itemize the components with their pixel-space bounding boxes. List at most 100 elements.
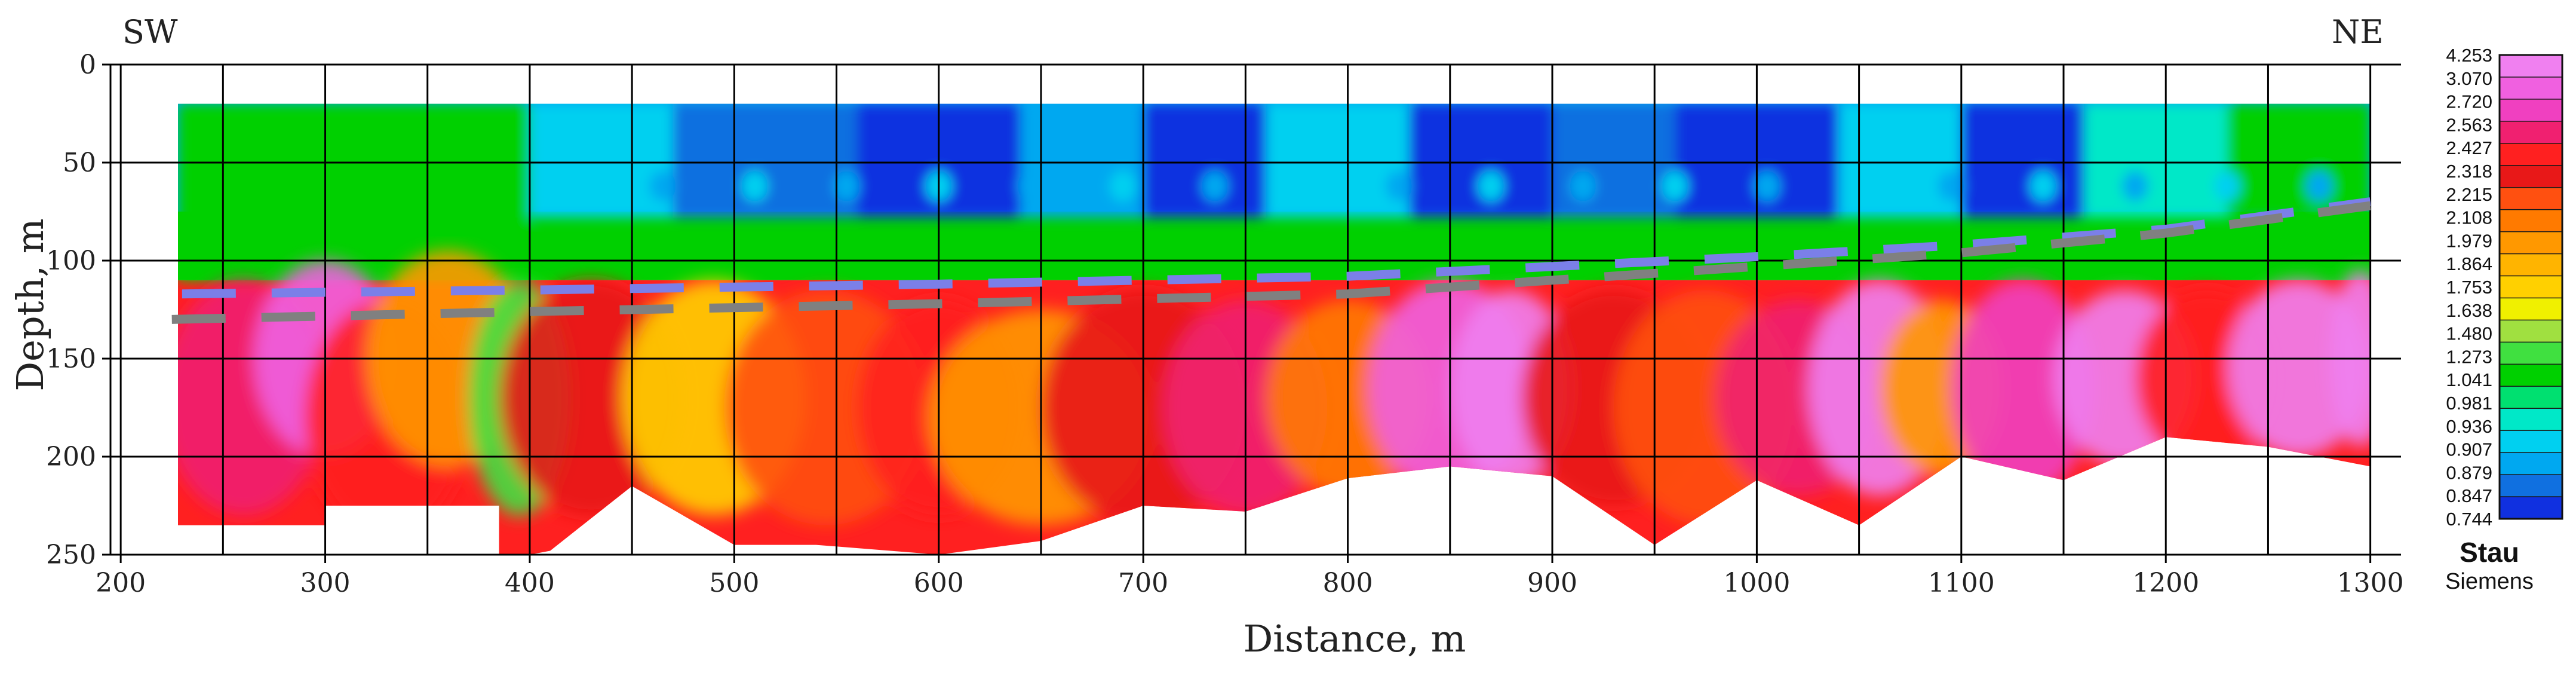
x-tick-label: 500 [709, 568, 759, 598]
colorbar-label: 0.744 [2446, 509, 2492, 530]
colorbar-swatch [2499, 77, 2563, 100]
colorbar-swatch [2499, 341, 2563, 365]
ne-annotation: NE [2332, 13, 2384, 51]
patch [557, 170, 584, 202]
patch [529, 103, 673, 218]
patch [1961, 103, 2084, 218]
colorbar-outline [2498, 54, 2563, 520]
x-tick-label: 300 [300, 568, 351, 598]
colorbar-swatch [2499, 430, 2563, 454]
patch [177, 103, 530, 280]
colorbar-swatch [2499, 408, 2563, 432]
colorbar-label: 1.273 [2446, 346, 2492, 367]
patch [1386, 170, 1413, 202]
heatmap-section [177, 103, 2371, 555]
colorbar-label: 2.720 [2446, 91, 2492, 112]
patch [2084, 103, 2227, 218]
colorbar-swatch [2499, 165, 2563, 188]
colorbar-swatch [2499, 253, 2563, 277]
colorbar-title: Stau [2460, 537, 2519, 568]
x-tick-label: 400 [505, 568, 555, 598]
colorbar-label: 3.070 [2446, 68, 2492, 89]
x-tick-label: 900 [1527, 568, 1577, 598]
colorbar-swatch [2499, 297, 2563, 321]
colorbar-unit: Siemens [2445, 569, 2534, 594]
x-tick-label: 1100 [1928, 568, 1995, 598]
colorbar-label: 2.563 [2446, 114, 2492, 135]
patch [2227, 103, 2371, 218]
y-tick-label: 0 [79, 50, 96, 80]
heatmap-variation [177, 103, 2371, 536]
patch [2121, 170, 2148, 202]
patch [1266, 103, 1410, 218]
patch [2030, 170, 2056, 202]
patch [1294, 170, 1321, 202]
colorbar-swatch [2499, 143, 2563, 167]
patch [2213, 170, 2240, 202]
colorbar-label: 1.864 [2446, 253, 2492, 274]
patch [833, 170, 860, 202]
y-axis-ticks: 0 50 100 150 200 250 [46, 50, 110, 570]
patch [1938, 170, 1964, 202]
boundary-line-lower [171, 201, 2371, 324]
colorbar-swatch [2499, 209, 2563, 233]
axes-frame [109, 64, 2401, 556]
colorbar-swatch [2499, 54, 2563, 78]
colorbar-label: 0.879 [2446, 462, 2492, 483]
patch [1570, 170, 1596, 202]
colorbar-label: 2.427 [2446, 137, 2492, 158]
x-tick-label: 700 [1118, 568, 1168, 598]
colorbar-swatch [2499, 121, 2563, 145]
colorbar-swatch [2499, 275, 2563, 299]
patch [1109, 170, 1136, 202]
patch [649, 170, 676, 202]
patch [1552, 103, 1675, 218]
y-tick-label: 50 [63, 148, 96, 178]
x-tick-label: 1000 [1723, 568, 1790, 598]
y-tick-label: 150 [46, 344, 96, 374]
patch [1951, 280, 2095, 496]
x-axis-title: Distance, m [1244, 617, 1466, 660]
y-tick-label: 200 [46, 442, 96, 472]
colorbar-label: 0.847 [2446, 485, 2492, 506]
colorbar-swatch [2499, 186, 2563, 210]
x-tick-label: 800 [1323, 568, 1373, 598]
colorbar-label: 0.936 [2446, 416, 2492, 437]
patch [1754, 170, 1780, 202]
x-tick-label: 1300 [2337, 568, 2404, 598]
boundary-line-upper [182, 197, 2371, 299]
patch [1202, 170, 1229, 202]
patch [1662, 170, 1688, 202]
colorbar-label: 2.318 [2446, 161, 2492, 182]
colorbar-label: 0.907 [2446, 439, 2492, 460]
patch [1143, 103, 1266, 218]
y-tick-label: 250 [46, 540, 96, 570]
x-tick-label: 200 [96, 568, 146, 598]
x-tick-label: 1200 [2132, 568, 2199, 598]
colorbar-swatch [2499, 99, 2563, 123]
patch [1409, 103, 1552, 218]
colorbar-swatch [2499, 231, 2563, 255]
x-tick-label: 600 [914, 568, 964, 598]
patch [1017, 170, 1044, 202]
boundary-lines [171, 197, 2371, 324]
x-axis-ticks: 200 300 400 500 600 700 800 900 1000 1100 1200 1300 [96, 555, 2404, 598]
sw-annotation: SW [122, 13, 178, 51]
colorbar-label: 1.638 [2446, 300, 2492, 321]
patch [741, 170, 768, 202]
colorbar-label: 0.981 [2446, 393, 2492, 414]
y-axis-title: Depth, m [8, 218, 52, 391]
patch [673, 103, 857, 218]
colorbar-label: 1.753 [2446, 277, 2492, 298]
patch [2306, 170, 2333, 202]
colorbar-swatch [2499, 452, 2563, 476]
colorbar-label: 4.253 [2446, 45, 2492, 66]
colorbar-swatch [2499, 386, 2563, 409]
colorbar-swatch [2499, 319, 2563, 343]
colorbar-swatch [2499, 474, 2563, 498]
colorbar-label: 1.480 [2446, 323, 2492, 344]
colorbar-label: 1.041 [2446, 369, 2492, 390]
colorbar-label: 2.215 [2446, 184, 2492, 205]
